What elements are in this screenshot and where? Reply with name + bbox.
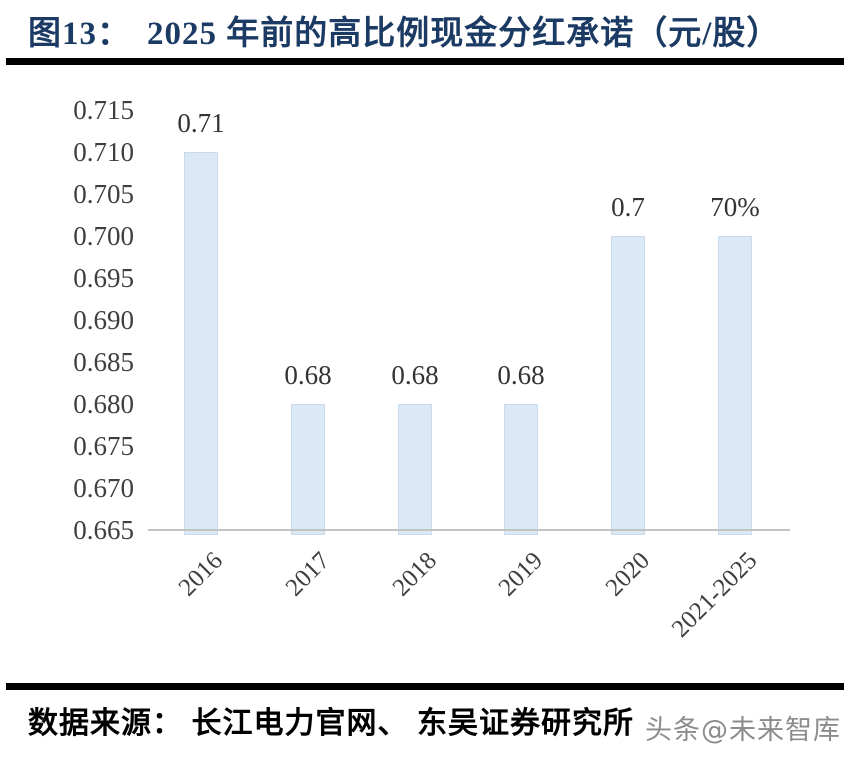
chart-bar-2016: [184, 152, 218, 535]
x-axis-category-label: 2021-2025: [483, 547, 762, 643]
figure-title-text: 2025 年前的高比例现金分红承诺（元/股）: [147, 16, 781, 52]
chart-bar-2018: [398, 404, 432, 535]
y-axis-tick-label: 0.685: [73, 347, 134, 377]
top-divider: [6, 58, 844, 65]
figure-number: 图13：: [28, 16, 131, 52]
bar-value-label: 0.68: [284, 360, 332, 390]
bar-value-label: 70%: [710, 192, 760, 222]
y-axis-tick-label: 0.715: [73, 95, 134, 125]
y-axis-tick-label: 0.695: [73, 263, 134, 293]
y-axis-tick-label: 0.675: [73, 431, 134, 461]
chart-bar-2019: [504, 404, 538, 535]
y-axis-tick-label: 0.690: [73, 305, 134, 335]
chart-bar-2017: [291, 404, 325, 535]
y-axis-tick-label: 0.705: [73, 179, 134, 209]
figure-title: 图13： 2025 年前的高比例现金分红承诺（元/股）: [28, 6, 780, 54]
x-axis-line: [148, 529, 790, 531]
bar-value-label: 0.68: [497, 360, 545, 390]
bar-value-label: 0.7: [611, 192, 645, 222]
y-axis-tick-label: 0.710: [73, 137, 134, 167]
bar-chart: 0.715 0.710 0.705 0.700 0.695 0.690 0.685 0.680…: [0, 70, 849, 670]
y-axis-tick-label: 0.665: [73, 515, 134, 545]
chart-bar-2021-2025: [718, 236, 752, 535]
x-axis-category-text: 2021-2025: [666, 547, 763, 643]
bar-value-label: 0.71: [177, 108, 225, 138]
y-axis-tick-label: 0.670: [73, 473, 134, 503]
data-source: 数据来源： 长江电力官网、 东吴证券研究所: [28, 707, 634, 740]
y-axis-tick-label: 0.680: [73, 389, 134, 419]
y-axis-tick-label: 0.700: [73, 221, 134, 251]
bar-value-label: 0.68: [391, 360, 439, 390]
bottom-divider: [6, 683, 844, 690]
watermark: 头条@未来智库: [645, 715, 841, 746]
chart-bar-2020: [611, 236, 645, 535]
